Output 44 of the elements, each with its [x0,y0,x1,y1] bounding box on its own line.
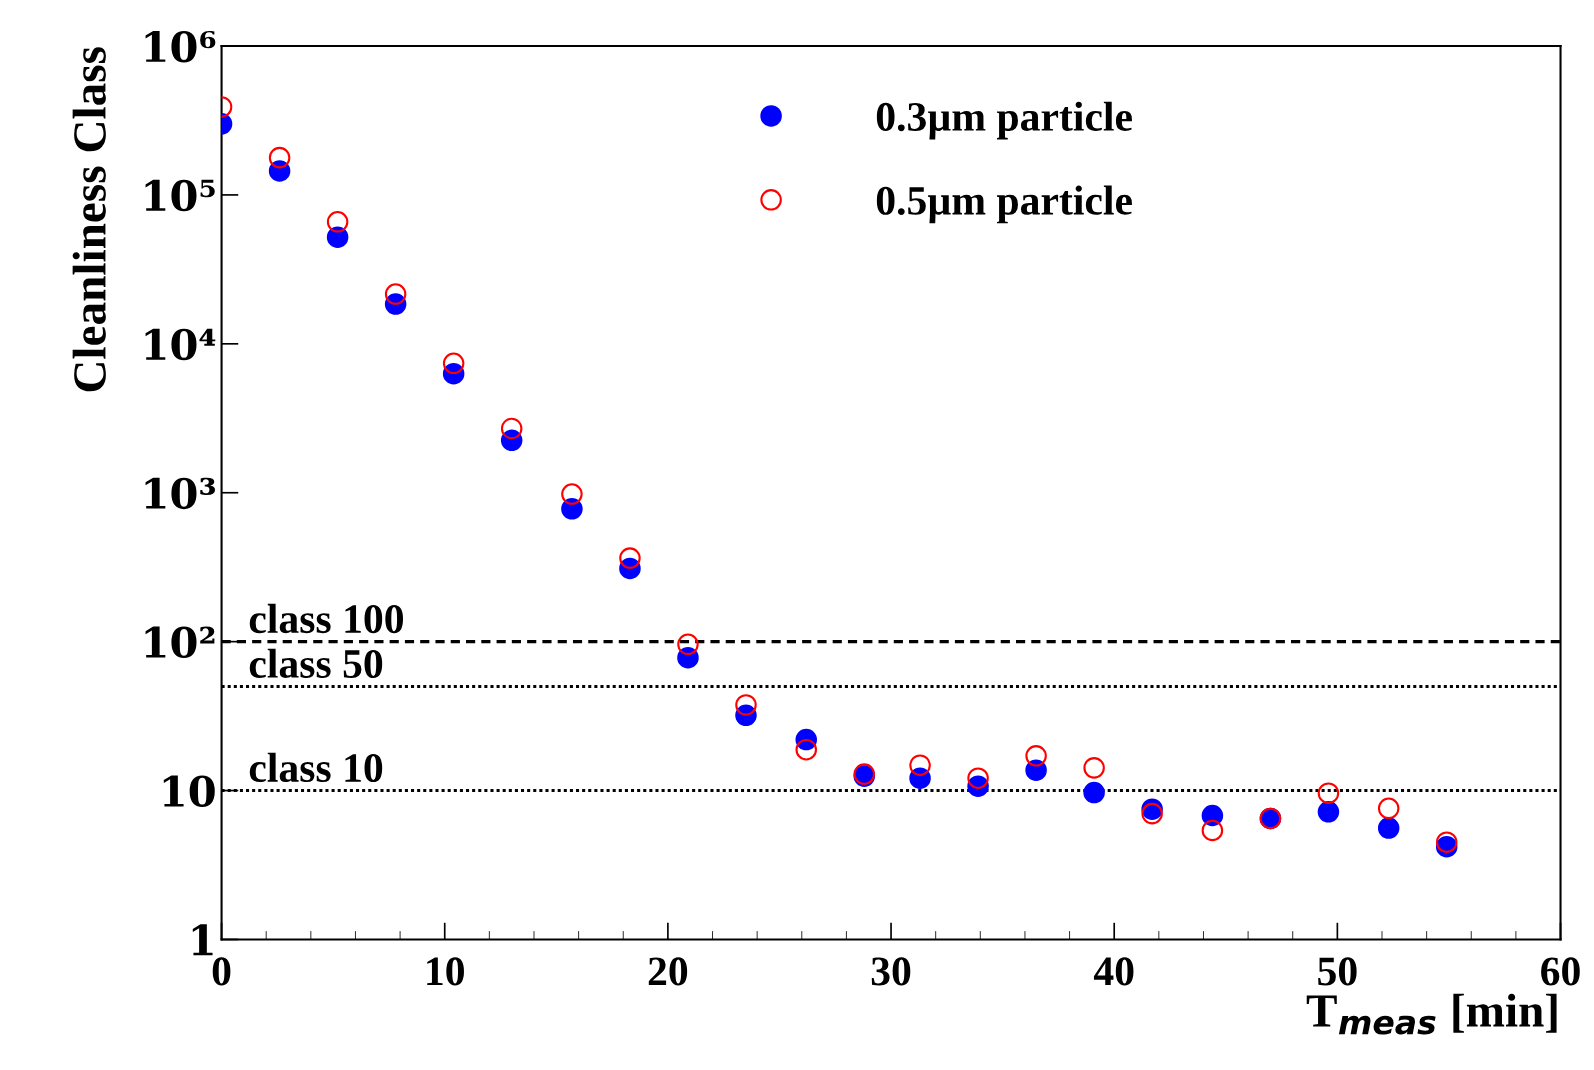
y-tick-label: 1 [192,924,213,956]
point [268,146,291,169]
point [909,754,931,776]
point [1377,797,1400,820]
point [1377,817,1400,839]
point [1025,745,1047,767]
y-tick-label: 10⁵ [145,179,215,212]
x-tick-label: 0 [212,957,231,986]
point [1141,802,1163,825]
x-tick-label: 60 [1541,957,1580,986]
point [735,694,757,716]
y-axis-title: Cleanliness Class [72,47,106,392]
x-axis-title: T$_{meas}$ [min] [1306,993,1557,1035]
point [677,633,699,656]
y-tick-label: 10 [163,775,215,807]
y-tick-label: 10⁴ [145,328,216,361]
ref-line-label: class 50 [249,648,383,679]
point [1201,819,1224,842]
y-tick-label: 10⁶ [145,30,216,63]
y-tick-label: 10² [145,626,215,659]
point [1317,782,1340,804]
ref-line-label: class 10 [249,752,383,783]
point [1435,831,1458,853]
point [500,417,523,440]
x-tick-label: 20 [648,957,688,986]
point [619,547,641,569]
legend-label: 0.3µm particle [876,101,1132,140]
point [442,352,465,375]
x-tick-label: 40 [1093,957,1134,986]
point [1083,781,1105,804]
legend-label: 0.5µm particle [876,185,1132,224]
point [1317,801,1340,823]
x-tick-label: 30 [871,957,911,986]
point [326,211,349,233]
point [384,283,407,305]
y-tick-label: 10³ [145,477,216,510]
point [561,483,583,505]
x-tick-label: 50 [1318,957,1357,986]
point [1201,804,1224,827]
point [795,738,818,761]
point [967,767,989,789]
point [1083,757,1105,779]
ref-line-label: class 100 [249,603,404,634]
x-tick-label: 10 [427,957,464,986]
